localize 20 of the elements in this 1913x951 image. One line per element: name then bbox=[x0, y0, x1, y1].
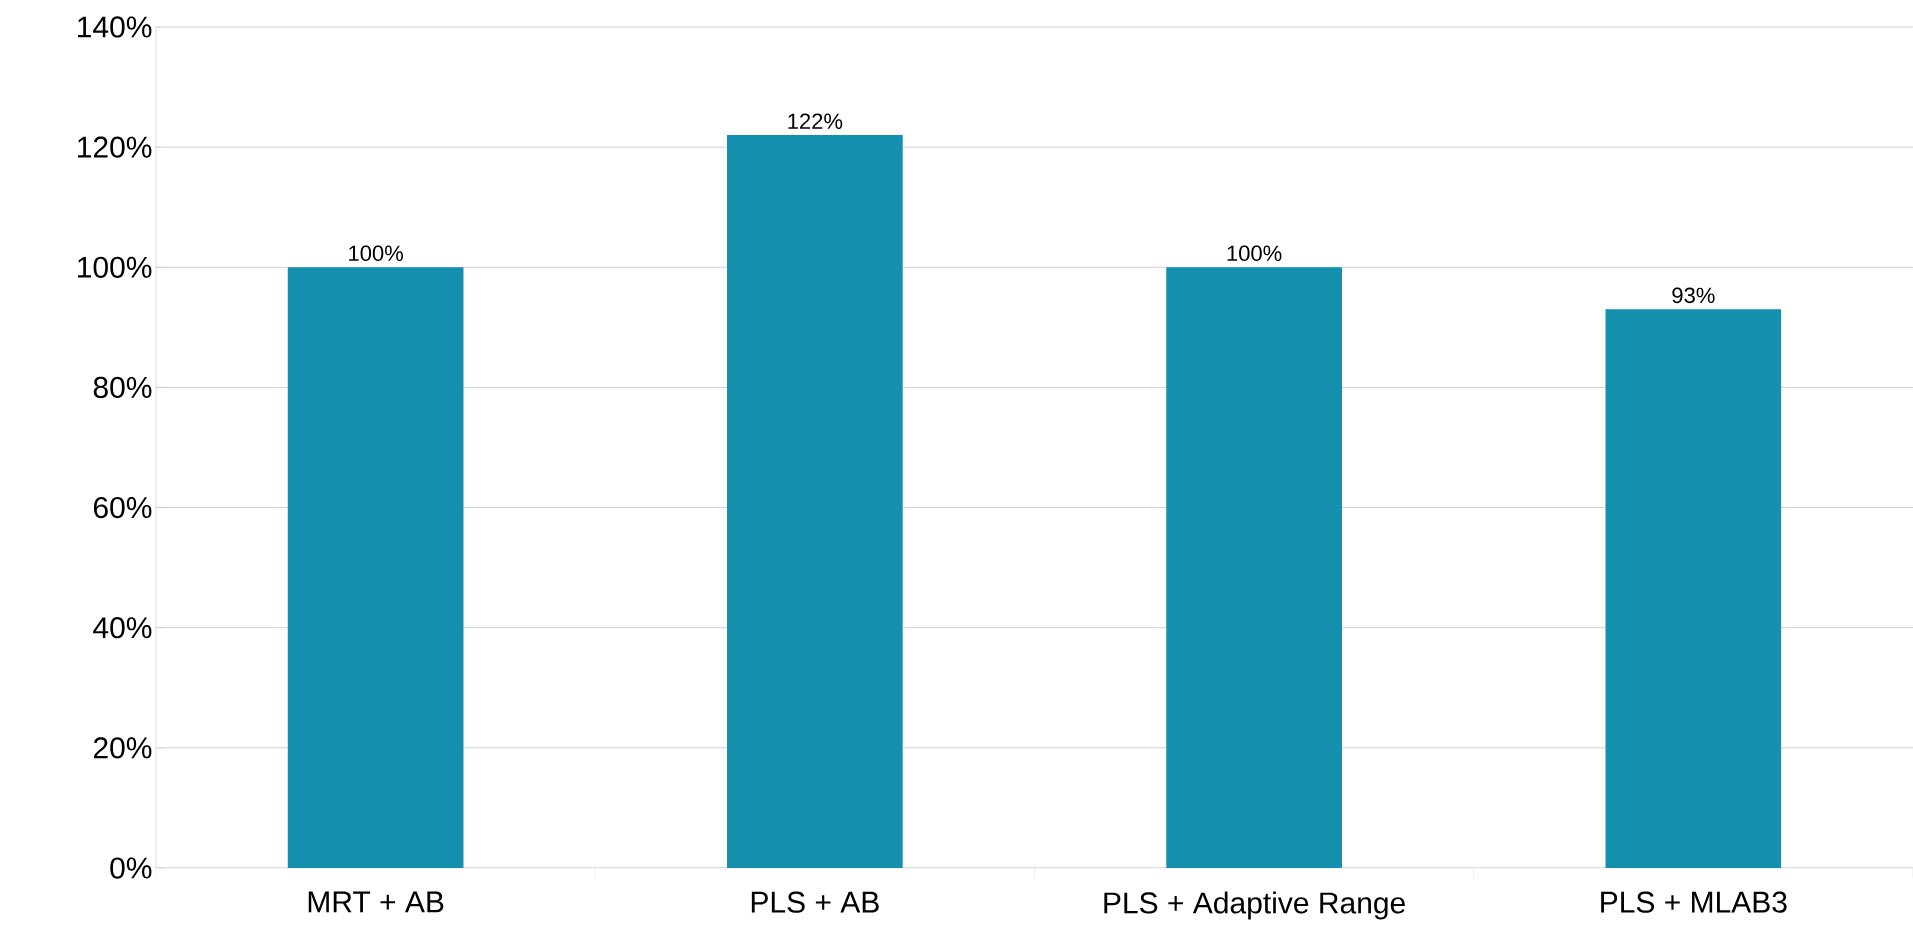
y-tick-label: 80% bbox=[93, 376, 152, 399]
y-tick-label: 100% bbox=[78, 256, 152, 278]
data-label: 93% bbox=[1672, 287, 1715, 304]
bar bbox=[287, 267, 464, 868]
y-tick-label: 0% bbox=[110, 857, 152, 879]
bar bbox=[1166, 267, 1342, 868]
data-label: 122% bbox=[788, 113, 843, 129]
y-tick-label: 20% bbox=[93, 737, 152, 759]
y-tick-label: 60% bbox=[93, 496, 152, 519]
data-label: 100% bbox=[349, 245, 403, 262]
y-tick-label: 40% bbox=[93, 617, 152, 639]
y-tick-label: 140% bbox=[78, 16, 152, 38]
x-tick-label: PLS + AB bbox=[751, 891, 879, 913]
x-tick-label: PLS + Adaptive Range bbox=[1104, 891, 1405, 920]
x-tick-label: PLS + MLAB3 bbox=[1601, 891, 1787, 913]
x-tick-label: MRT + AB bbox=[308, 891, 444, 913]
bar bbox=[727, 135, 903, 868]
bar bbox=[1605, 309, 1782, 868]
y-tick-label: 120% bbox=[78, 136, 152, 158]
data-label: 100% bbox=[1227, 245, 1282, 262]
